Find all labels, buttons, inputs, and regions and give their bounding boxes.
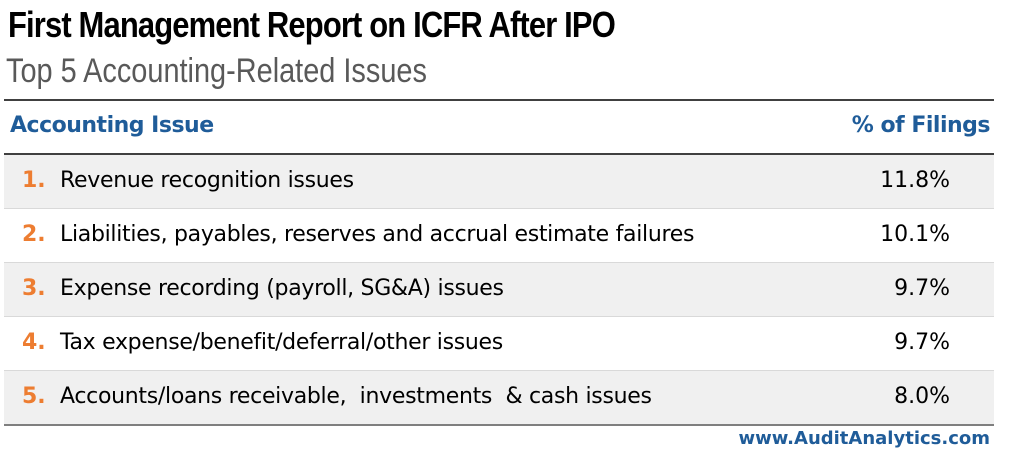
percent-value: 8.0% [894, 384, 950, 409]
report-title: First Management Report on ICFR After IP… [8, 4, 616, 45]
table-header: Accounting Issue % of Filings [4, 101, 994, 155]
issue-label: Tax expense/benefit/deferral/other issue… [60, 330, 503, 355]
issues-table: Accounting Issue % of Filings 1. Revenue… [4, 99, 994, 426]
rank-number: 2. [22, 222, 46, 247]
percent-value: 9.7% [894, 330, 950, 355]
issue-label: Revenue recognition issues [60, 168, 354, 193]
table-row: 1. Revenue recognition issues 11.8% [4, 155, 994, 209]
percent-value: 10.1% [880, 222, 950, 247]
column-header-issue: Accounting Issue [10, 113, 214, 138]
column-header-percent: % of Filings [851, 113, 991, 138]
percent-value: 11.8% [880, 168, 950, 193]
issue-label: Liabilities, payables, reserves and accr… [60, 222, 695, 247]
table-row: 4. Tax expense/benefit/deferral/other is… [4, 317, 994, 371]
rank-number: 3. [22, 276, 46, 301]
issue-label: Accounts/loans receivable, investments &… [60, 384, 652, 409]
percent-value: 9.7% [894, 276, 950, 301]
rank-number: 4. [22, 330, 46, 355]
rank-number: 5. [22, 384, 46, 409]
report-subtitle: Top 5 Accounting-Related Issues [6, 52, 427, 90]
table-row: 5. Accounts/loans receivable, investment… [4, 371, 994, 426]
table-row: 2. Liabilities, payables, reserves and a… [4, 209, 994, 263]
source-link[interactable]: www.AuditAnalytics.com [738, 428, 990, 449]
top-rule [4, 99, 994, 101]
table-row: 3. Expense recording (payroll, SG&A) iss… [4, 263, 994, 317]
rank-number: 1. [22, 168, 46, 193]
issue-label: Expense recording (payroll, SG&A) issues [60, 276, 504, 301]
